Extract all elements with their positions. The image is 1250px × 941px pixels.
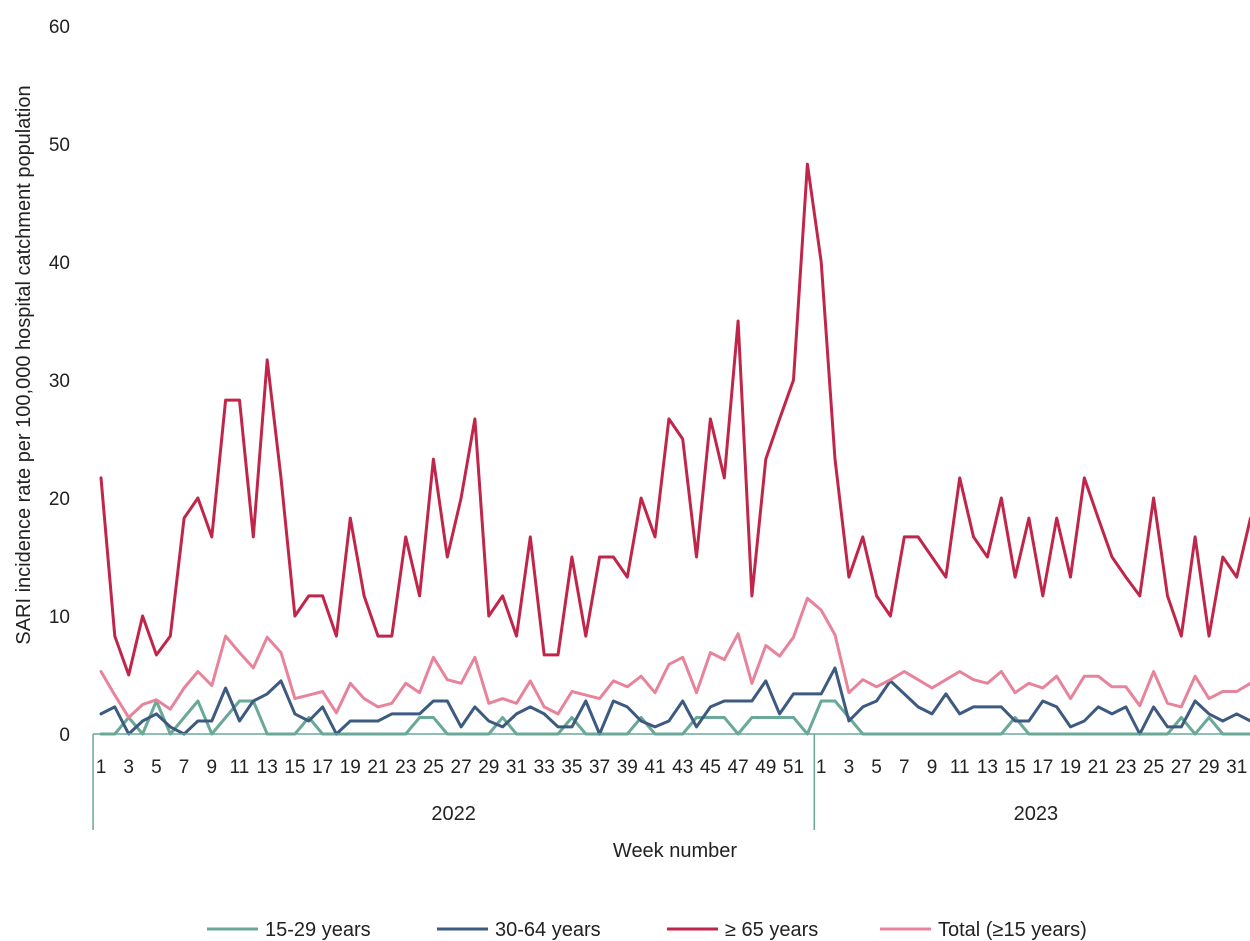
x-tick-label: 21: [367, 757, 388, 778]
x-tick-label: 7: [899, 757, 910, 778]
series-lines: [99, 162, 1250, 736]
x-tick-label: 1: [96, 757, 107, 778]
x-tick-label: 17: [1032, 757, 1053, 778]
series-line-3: [99, 596, 1250, 719]
series-line-0: [99, 699, 1250, 736]
legend-item-1: 30-64 years: [437, 919, 601, 941]
x-tick-label: 7: [179, 757, 190, 778]
x-tick-label: 45: [700, 757, 721, 778]
legend-item-2: ≥ 65 years: [667, 919, 818, 941]
x-tick-label: 29: [1198, 757, 1219, 778]
legend-label: 30-64 years: [495, 919, 601, 941]
x-tick-label: 1: [816, 757, 827, 778]
legend-label: Total (≥15 years): [938, 919, 1087, 941]
x-tick-label: 31: [1226, 757, 1247, 778]
y-axis-title-group: SARI incidence rate per 100,000 hospital…: [13, 85, 35, 644]
x-tick-label: 21: [1088, 757, 1109, 778]
x-tick-label: 49: [755, 757, 776, 778]
x-tick-label: 41: [644, 757, 665, 778]
x-tick-label: 17: [312, 757, 333, 778]
x-tick-label: 31: [506, 757, 527, 778]
y-tick-label: 0: [59, 725, 70, 746]
x-tick-label: 37: [589, 757, 610, 778]
y-tick-label: 60: [49, 17, 70, 38]
x-tick-label: 13: [977, 757, 998, 778]
x-tick-label: 19: [1060, 757, 1081, 778]
x-tick-label: 33: [534, 757, 555, 778]
x-tick-label: 5: [871, 757, 882, 778]
legend-item-0: 15-29 years: [207, 919, 371, 941]
x-tick-label: 11: [230, 757, 250, 778]
x-tick-label: 3: [844, 757, 855, 778]
y-tick-label: 50: [49, 135, 70, 156]
legend-item-3: Total (≥15 years): [880, 919, 1087, 941]
year-label-2023: 2023: [1014, 803, 1059, 825]
y-axis-title: SARI incidence rate per 100,000 hospital…: [13, 85, 35, 644]
x-axis: 1 3 5 7 9 11 13 15 17 19 21 23 25 27 29 31 33 35 37 39 41 43 4…: [92, 733, 1250, 830]
year-label-2022: 2022: [431, 803, 476, 825]
x-tick-label: 13: [257, 757, 278, 778]
x-tick-label: 29: [478, 757, 499, 778]
x-tick-label: 9: [927, 757, 938, 778]
x-tick-label: 27: [1171, 757, 1192, 778]
x-tick-label: 11: [950, 757, 970, 778]
x-tick-label: 9: [207, 757, 218, 778]
legend: 15-29 years 30-64 years ≥ 65 years Total (≥…: [207, 919, 1087, 941]
y-tick-label: 40: [49, 253, 70, 274]
y-axis-ticks: 0 10 20 30 40 50 60: [49, 17, 70, 746]
x-tick-label: 3: [123, 757, 134, 778]
x-tick-label: 43: [672, 757, 693, 778]
x-tick-label: 25: [423, 757, 444, 778]
x-tick-label: 23: [395, 757, 416, 778]
x-tick-label: 19: [340, 757, 361, 778]
x-tick-label: 15: [284, 757, 305, 778]
x-tick-label: 35: [561, 757, 582, 778]
legend-label: ≥ 65 years: [725, 919, 818, 941]
x-tick-label: 25: [1143, 757, 1164, 778]
y-tick-label: 20: [49, 489, 70, 510]
series-line-2: [99, 162, 1250, 677]
x-tick-label: 15: [1005, 757, 1026, 778]
x-tick-label: 51: [783, 757, 804, 778]
legend-label: 15-29 years: [265, 919, 371, 941]
y-tick-label: 10: [49, 607, 70, 628]
x-tick-label: 39: [617, 757, 638, 778]
x-axis-title: Week number: [613, 840, 737, 862]
y-tick-label: 30: [49, 371, 70, 392]
x-tick-label: 5: [151, 757, 162, 778]
x-tick-label: 23: [1115, 757, 1136, 778]
series-line-1: [99, 666, 1250, 736]
x-tick-label: 47: [728, 757, 749, 778]
x-tick-label: 27: [451, 757, 472, 778]
